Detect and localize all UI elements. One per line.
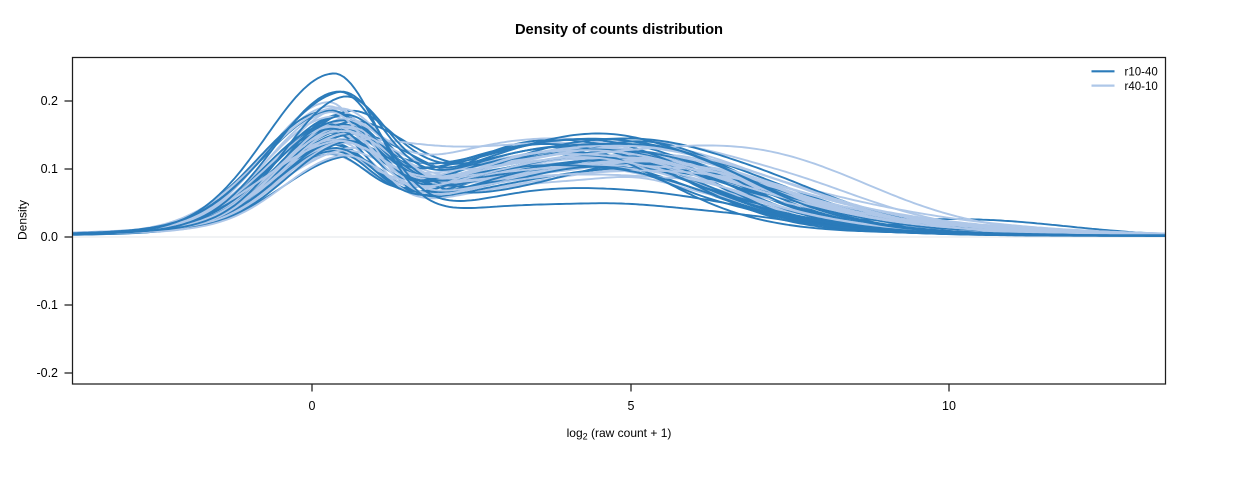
svg-text:r10-40: r10-40 (1125, 66, 1158, 78)
svg-text:10: 10 (942, 399, 956, 413)
svg-text:Density: Density (16, 200, 30, 240)
svg-text:0.1: 0.1 (41, 162, 58, 176)
svg-text:0: 0 (309, 399, 316, 413)
svg-text:5: 5 (628, 399, 635, 413)
svg-text:-0.2: -0.2 (36, 366, 58, 380)
svg-text:log2 (raw count + 1): log2 (raw count + 1) (567, 426, 672, 442)
svg-text:0.0: 0.0 (41, 230, 58, 244)
svg-text:0.2: 0.2 (41, 94, 58, 108)
svg-text:-0.1: -0.1 (36, 298, 58, 312)
svg-text:r40-10: r40-10 (1125, 81, 1158, 93)
svg-text:Density of counts distribution: Density of counts distribution (515, 22, 723, 38)
